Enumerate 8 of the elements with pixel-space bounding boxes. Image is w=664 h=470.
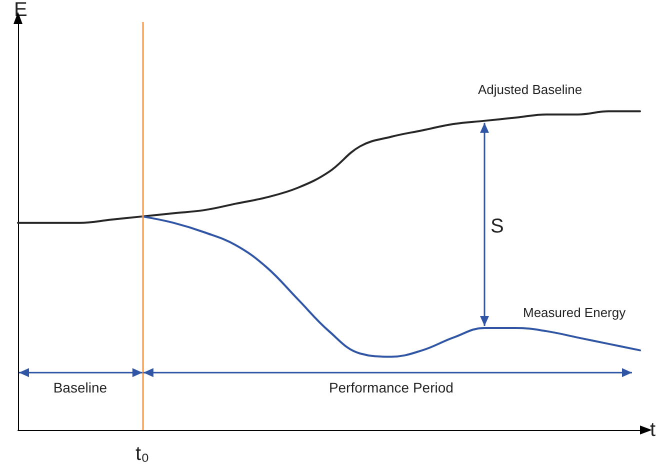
annotation: Performance Period xyxy=(328,380,454,396)
annotation: Baseline xyxy=(53,380,108,396)
annotation: S xyxy=(490,215,504,238)
y-axis-title: E xyxy=(14,0,28,21)
text: t₀ xyxy=(135,443,150,465)
series-label: Measured Energy xyxy=(523,304,626,320)
series-label: Adjusted Baseline xyxy=(478,82,582,97)
x-axis-title: t xyxy=(650,419,656,441)
